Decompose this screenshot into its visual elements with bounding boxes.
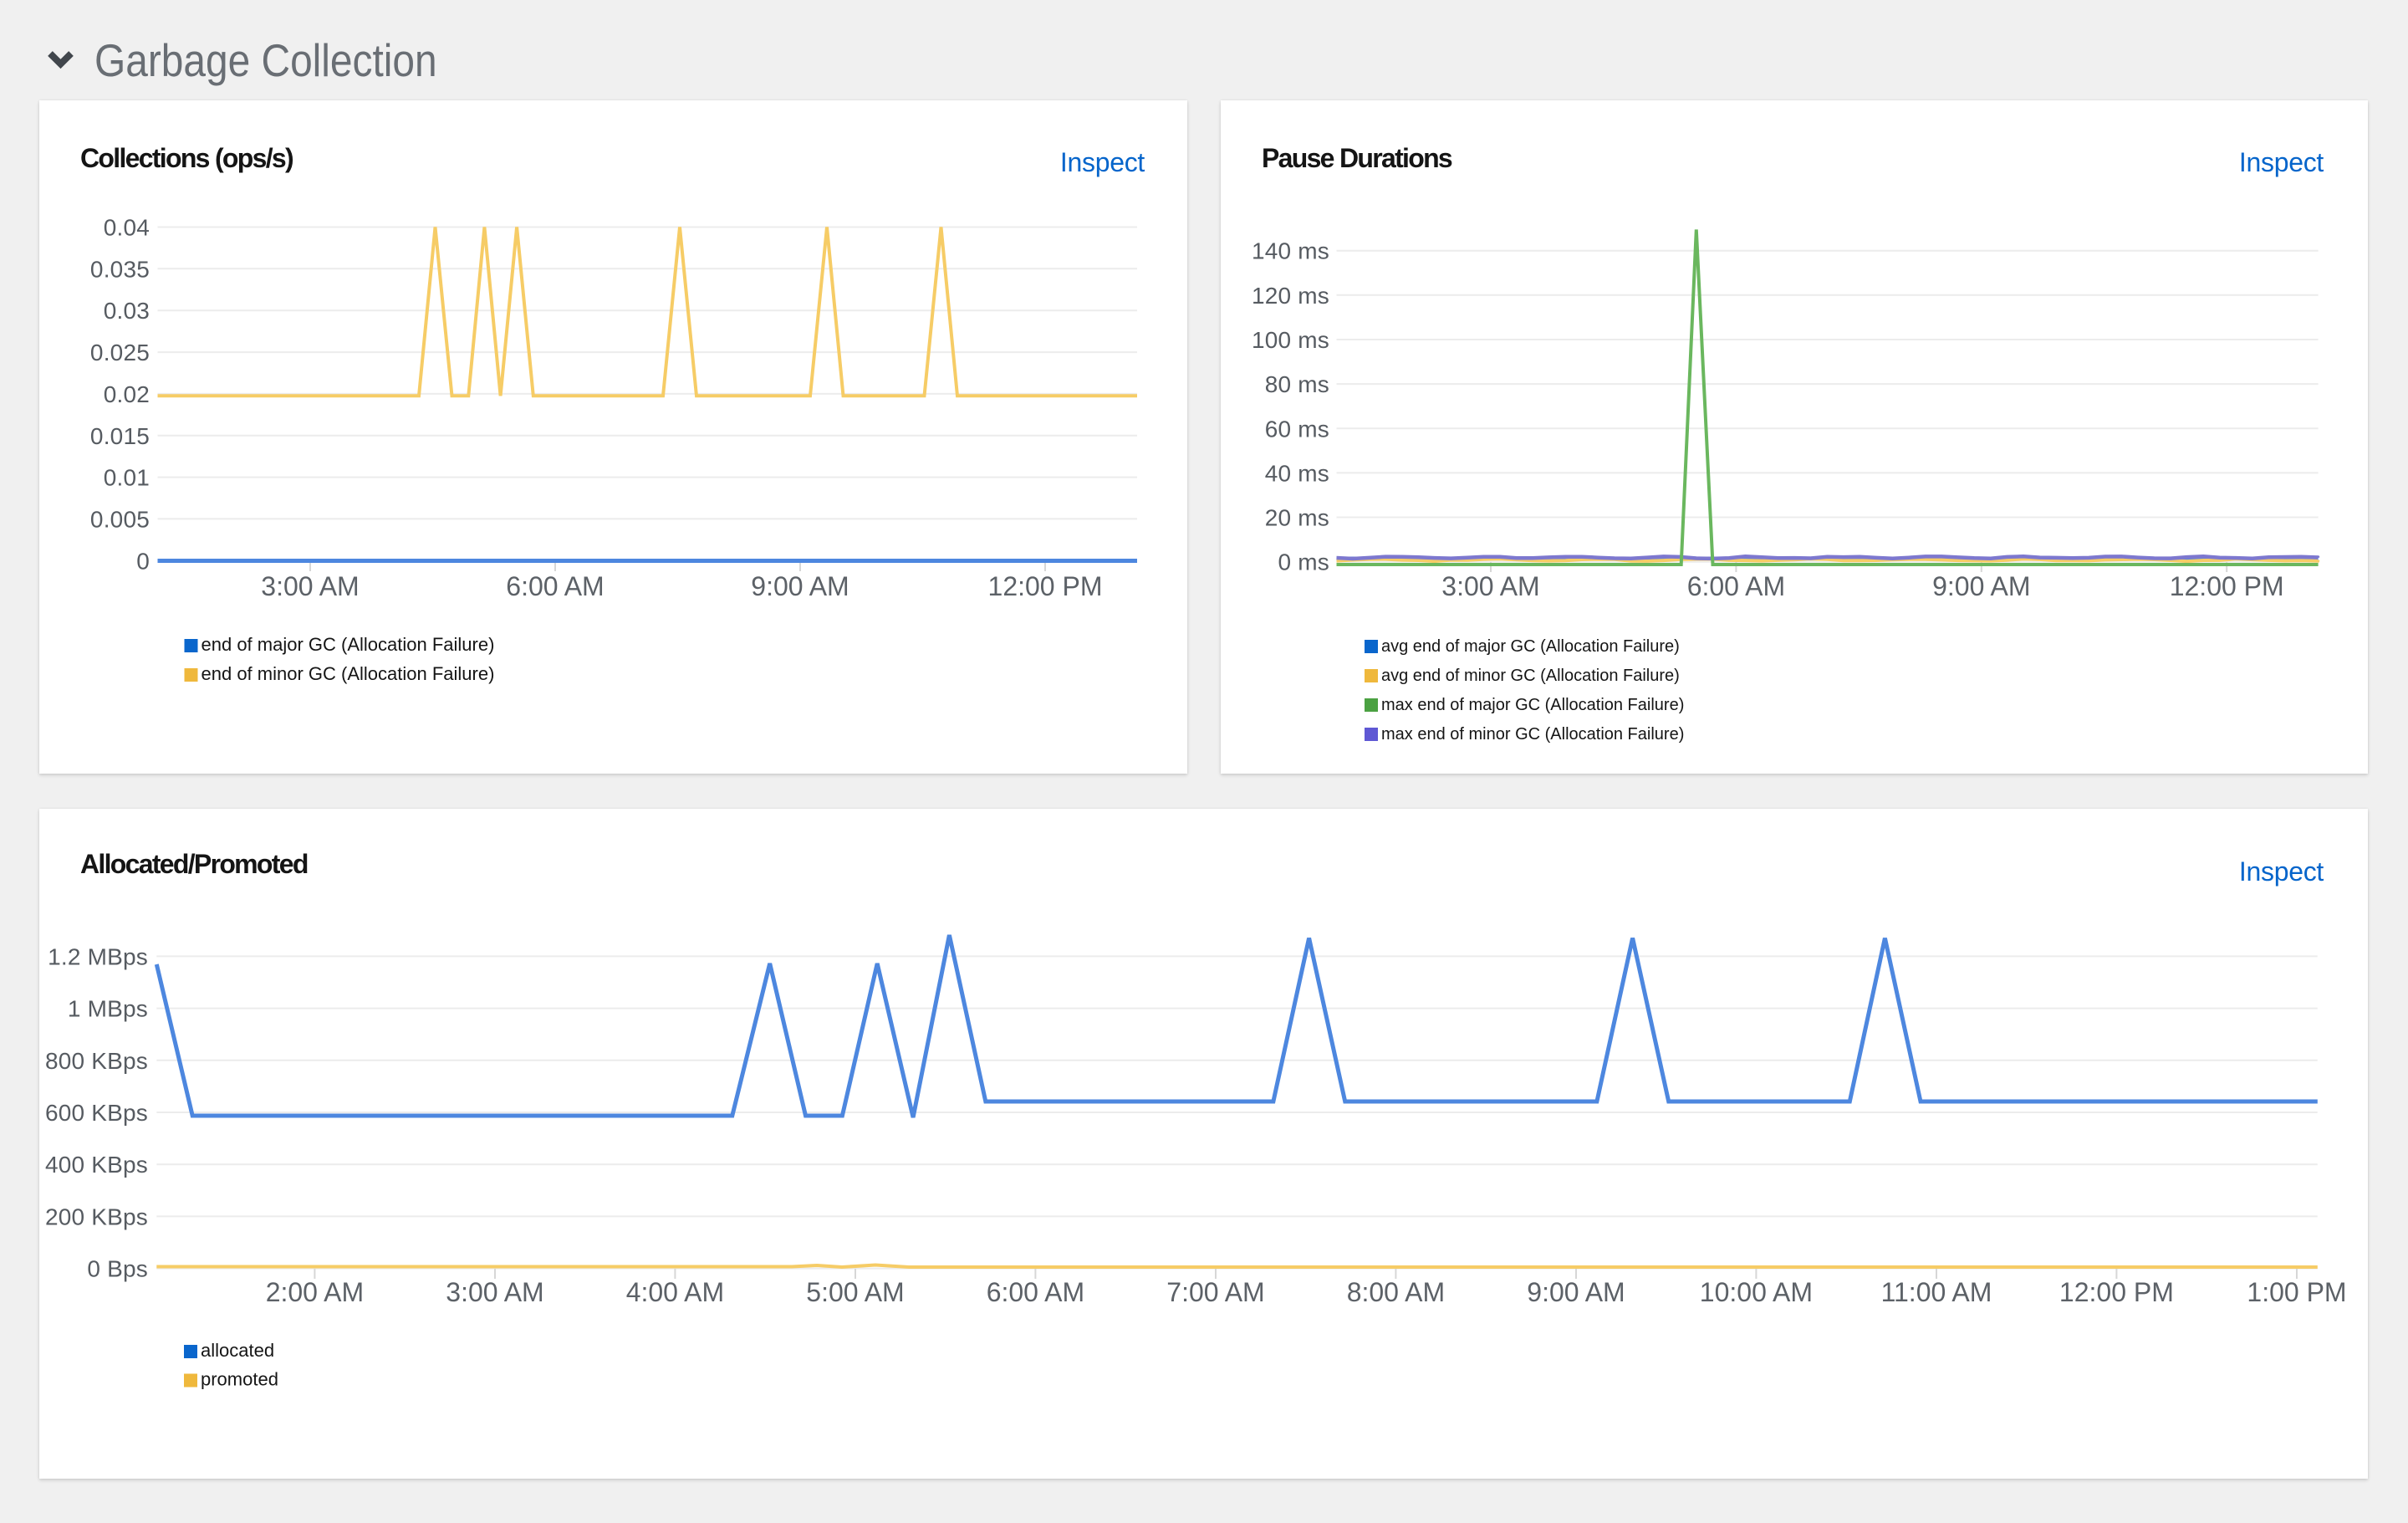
svg-text:0.035: 0.035 [90,256,150,282]
svg-text:1:00 PM: 1:00 PM [2247,1277,2346,1307]
svg-text:800 KBps: 800 KBps [45,1048,148,1074]
svg-text:7:00 AM: 7:00 AM [1166,1277,1264,1307]
svg-text:3:00 AM: 3:00 AM [446,1277,543,1307]
svg-text:10:00 AM: 10:00 AM [1700,1277,1813,1307]
svg-text:12:00 PM: 12:00 PM [988,571,1103,601]
svg-text:Inspect: Inspect [2239,856,2324,887]
svg-text:6:00 AM: 6:00 AM [506,571,604,601]
svg-text:9:00 AM: 9:00 AM [751,571,849,601]
svg-text:0.02: 0.02 [104,381,150,407]
svg-text:4:00 AM: 4:00 AM [626,1277,724,1307]
svg-text:3:00 AM: 3:00 AM [1441,571,1539,601]
svg-text:6:00 AM: 6:00 AM [1687,571,1785,601]
svg-text:80 ms: 80 ms [1265,371,1329,397]
svg-text:100 ms: 100 ms [1252,327,1329,353]
svg-text:0 ms: 0 ms [1278,549,1329,575]
svg-text:600 KBps: 600 KBps [45,1100,148,1126]
svg-text:9:00 AM: 9:00 AM [1932,571,2030,601]
svg-text:end of major GC (Allocation Fa: end of major GC (Allocation Failure) [202,634,495,655]
svg-text:promoted: promoted [201,1369,278,1390]
svg-text:1.2 MBps: 1.2 MBps [48,943,148,969]
svg-text:60 ms: 60 ms [1265,416,1329,442]
svg-text:0.04: 0.04 [104,215,150,241]
svg-text:12:00 PM: 12:00 PM [2059,1277,2174,1307]
svg-text:0.025: 0.025 [90,340,150,365]
svg-text:6:00 AM: 6:00 AM [987,1277,1084,1307]
svg-text:200 KBps: 200 KBps [45,1204,148,1229]
svg-text:11:00 AM: 11:00 AM [1881,1277,1992,1307]
svg-text:1 MBps: 1 MBps [68,996,148,1022]
svg-text:20 ms: 20 ms [1265,505,1329,531]
svg-text:avg end of major GC (Allocatio: avg end of major GC (Allocation Failure) [1381,637,1680,656]
svg-text:Pause Durations: Pause Durations [1262,143,1452,173]
svg-text:12:00 PM: 12:00 PM [2170,571,2284,601]
svg-text:Collections (ops/s): Collections (ops/s) [80,143,293,173]
svg-text:max end of minor GC (Allocatio: max end of minor GC (Allocation Failure) [1381,725,1684,744]
svg-text:400 KBps: 400 KBps [45,1152,148,1178]
svg-text:max end of major GC (Allocatio: max end of major GC (Allocation Failure) [1381,696,1684,714]
svg-text:9:00 AM: 9:00 AM [1527,1277,1625,1307]
svg-text:0 Bps: 0 Bps [87,1256,148,1282]
svg-text:0.01: 0.01 [104,465,150,491]
svg-text:0.03: 0.03 [104,298,150,324]
svg-text:0.005: 0.005 [90,506,150,532]
svg-text:2:00 AM: 2:00 AM [266,1277,364,1307]
svg-text:end of minor GC (Allocation Fa: end of minor GC (Allocation Failure) [202,663,495,684]
svg-text:8:00 AM: 8:00 AM [1347,1277,1445,1307]
svg-text:allocated: allocated [201,1340,274,1361]
svg-text:0.015: 0.015 [90,423,150,449]
svg-text:Inspect: Inspect [1060,147,1145,177]
svg-text:40 ms: 40 ms [1265,460,1329,486]
svg-text:3:00 AM: 3:00 AM [261,571,359,601]
svg-text:5:00 AM: 5:00 AM [806,1277,904,1307]
svg-text:Allocated/Promoted: Allocated/Promoted [80,849,308,879]
svg-text:avg end of minor GC (Allocatio: avg end of minor GC (Allocation Failure) [1381,667,1680,685]
svg-text:140 ms: 140 ms [1252,238,1329,264]
svg-text:0: 0 [136,548,150,574]
svg-text:120 ms: 120 ms [1252,283,1329,309]
svg-text:Inspect: Inspect [2239,147,2324,177]
